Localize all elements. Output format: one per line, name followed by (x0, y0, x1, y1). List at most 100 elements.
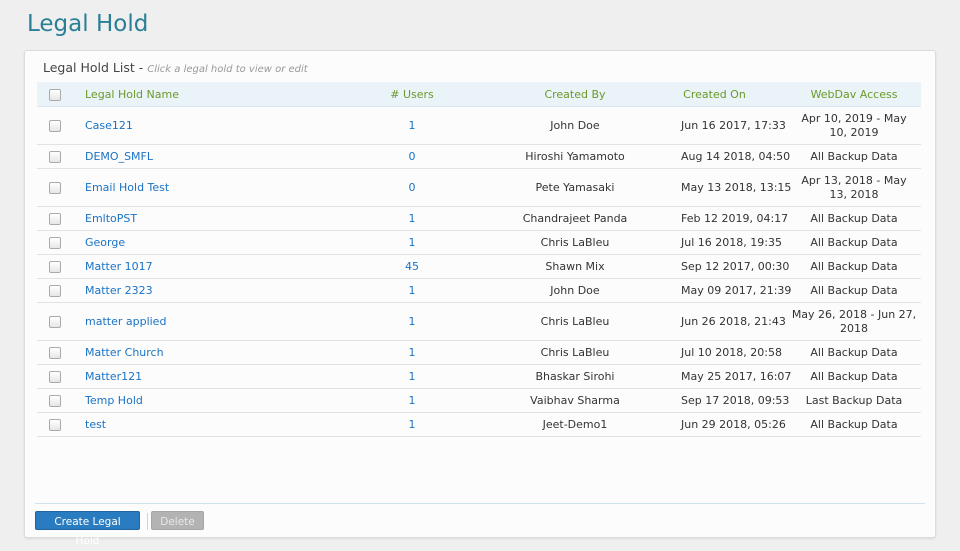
created-on-cell: Jul 16 2018, 19:35 (677, 230, 787, 255)
create-legal-hold-button[interactable]: Create Legal Hold (35, 511, 140, 547)
legal-hold-link[interactable]: test (85, 417, 107, 431)
row-select-cell (37, 278, 73, 303)
name-cell: George (73, 230, 351, 255)
column-header-created-by[interactable]: Created By (473, 82, 677, 107)
table-row[interactable]: Email Hold Test 0 Pete Yamasaki May 13 2… (37, 168, 921, 207)
users-cell: 1 (351, 302, 473, 341)
users-cell: 1 (351, 206, 473, 231)
users-count-link[interactable]: 1 (408, 235, 416, 249)
legal-hold-link[interactable]: Temp Hold (85, 393, 143, 407)
created-by-cell: Bhaskar Sirohi (473, 364, 677, 389)
users-count-link[interactable]: 1 (408, 417, 416, 431)
users-count-link[interactable]: 1 (408, 211, 416, 225)
webdav-cell: Apr 10, 2019 - May 10, 2019 (787, 106, 921, 145)
legal-hold-link[interactable]: Matter 2323 (85, 283, 153, 297)
table-row[interactable]: Case121 1 John Doe Jun 16 2017, 17:33 Ap… (37, 106, 921, 145)
table-row[interactable]: DEMO_SMFL 0 Hiroshi Yamamoto Aug 14 2018… (37, 144, 921, 169)
created-on-cell: May 25 2017, 16:07 (677, 364, 791, 389)
page-title: Legal Hold (27, 11, 149, 37)
legal-hold-link[interactable]: EmltoPST (85, 211, 138, 225)
legal-hold-link[interactable]: DEMO_SMFL (85, 149, 153, 163)
row-select-cell (37, 254, 73, 279)
row-checkbox[interactable] (49, 181, 61, 194)
column-header-webdav[interactable]: WebDav Access (787, 82, 921, 107)
users-count-link[interactable]: 0 (408, 149, 416, 163)
name-cell: EmltoPST (73, 206, 351, 231)
created-by-cell: Chris LaBleu (473, 302, 677, 341)
table-row[interactable]: test 1 Jeet-Demo1 Jun 29 2018, 05:26 All… (37, 412, 921, 437)
row-checkbox[interactable] (49, 418, 61, 431)
table-row[interactable]: Matter 1017 45 Shawn Mix Sep 12 2017, 00… (37, 254, 921, 279)
users-cell: 0 (351, 168, 473, 207)
table-row[interactable]: EmltoPST 1 Chandrajeet Panda Feb 12 2019… (37, 206, 921, 231)
table-row[interactable]: Matter121 1 Bhaskar Sirohi May 25 2017, … (37, 364, 921, 389)
column-header-users[interactable]: # Users (351, 82, 473, 107)
webdav-cell: All Backup Data (787, 206, 921, 231)
name-cell: Matter 2323 (73, 278, 351, 303)
row-checkbox[interactable] (49, 394, 61, 407)
users-count-link[interactable]: 1 (408, 118, 416, 132)
row-select-cell (37, 340, 73, 365)
column-header-name[interactable]: Legal Hold Name (73, 82, 351, 107)
name-cell: Email Hold Test (73, 168, 351, 207)
table-row[interactable]: matter applied 1 Chris LaBleu Jun 26 201… (37, 302, 921, 341)
created-by-cell: Chris LaBleu (473, 230, 677, 255)
webdav-cell: All Backup Data (787, 144, 921, 169)
select-all-checkbox[interactable] (49, 88, 61, 101)
panel-hint: Click a legal hold to view or edit (147, 64, 308, 75)
users-count-link[interactable]: 1 (408, 283, 416, 297)
legal-hold-link[interactable]: George (85, 235, 126, 249)
column-header-created-on[interactable]: Created On (677, 82, 787, 107)
row-checkbox[interactable] (49, 315, 61, 328)
webdav-cell: All Backup Data (787, 412, 921, 437)
name-cell: matter applied (73, 302, 351, 341)
legal-hold-table: Legal Hold Name # Users Created By Creat… (37, 82, 921, 437)
row-checkbox[interactable] (49, 370, 61, 383)
name-cell: Matter 1017 (73, 254, 351, 279)
created-by-cell: Vaibhav Sharma (473, 388, 677, 413)
name-cell: Temp Hold (73, 388, 351, 413)
table-header: Legal Hold Name # Users Created By Creat… (37, 82, 921, 107)
legal-hold-link[interactable]: Matter121 (85, 369, 143, 383)
users-cell: 45 (351, 254, 473, 279)
table-row[interactable]: George 1 Chris LaBleu Jul 16 2018, 19:35… (37, 230, 921, 255)
users-cell: 1 (351, 106, 473, 145)
row-select-cell (37, 388, 73, 413)
users-count-link[interactable]: 1 (408, 314, 416, 328)
users-count-link[interactable]: 1 (408, 345, 416, 359)
row-select-cell (37, 412, 73, 437)
created-on-cell: Sep 12 2017, 00:30 (677, 254, 789, 279)
delete-button[interactable]: Delete (151, 511, 204, 530)
legal-hold-link[interactable]: Matter 1017 (85, 259, 153, 273)
table-row[interactable]: Matter 2323 1 John Doe May 09 2017, 21:3… (37, 278, 921, 303)
created-on-cell: Feb 12 2019, 04:17 (677, 206, 788, 231)
row-checkbox[interactable] (49, 346, 61, 359)
webdav-cell: Last Backup Data (787, 388, 921, 413)
created-on-cell: Jun 26 2018, 21:43 (677, 302, 787, 341)
legal-hold-link[interactable]: Case121 (85, 118, 133, 132)
users-count-link[interactable]: 45 (405, 259, 419, 273)
users-count-link[interactable]: 1 (408, 369, 416, 383)
legal-hold-link[interactable]: matter applied (85, 314, 167, 328)
users-count-link[interactable]: 0 (408, 180, 416, 194)
users-cell: 1 (351, 340, 473, 365)
row-checkbox[interactable] (49, 150, 61, 163)
button-separator (147, 513, 148, 530)
row-checkbox[interactable] (49, 212, 61, 225)
row-checkbox[interactable] (49, 119, 61, 132)
users-cell: 1 (351, 230, 473, 255)
row-checkbox[interactable] (49, 260, 61, 273)
table-row[interactable]: Temp Hold 1 Vaibhav Sharma Sep 17 2018, … (37, 388, 921, 413)
row-checkbox[interactable] (49, 284, 61, 297)
users-cell: 0 (351, 144, 473, 169)
legal-hold-link[interactable]: Matter Church (85, 345, 164, 359)
table-row[interactable]: Matter Church 1 Chris LaBleu Jul 10 2018… (37, 340, 921, 365)
created-by-cell: John Doe (473, 278, 677, 303)
row-checkbox[interactable] (49, 236, 61, 249)
legal-hold-panel: Legal Hold List - Click a legal hold to … (24, 50, 936, 547)
legal-hold-link[interactable]: Email Hold Test (85, 180, 170, 194)
webdav-cell: All Backup Data (787, 230, 921, 255)
users-count-link[interactable]: 1 (408, 393, 416, 407)
created-on-cell: Jun 29 2018, 05:26 (677, 412, 787, 437)
name-cell: Matter121 (73, 364, 351, 389)
